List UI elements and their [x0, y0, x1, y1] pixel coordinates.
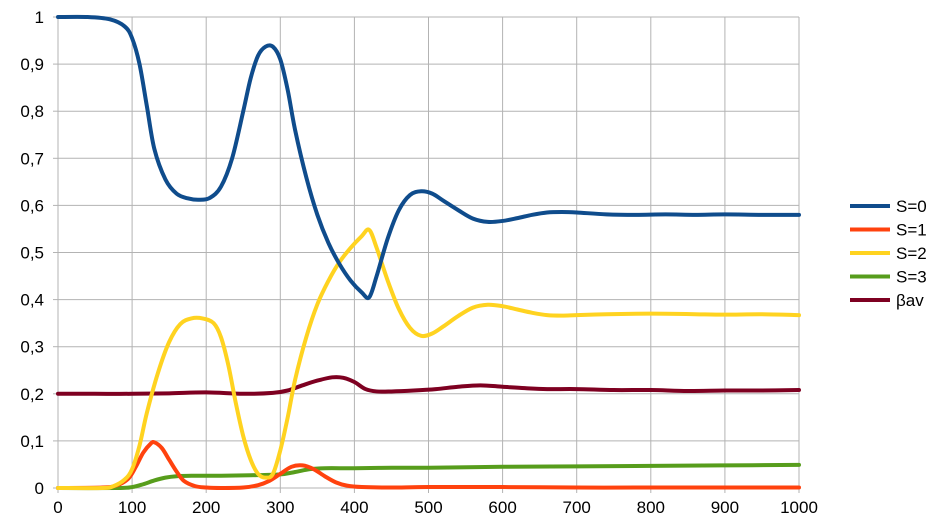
y-axis-ticks: 0 0,1 0,2 0,3 0,4 0,5 0,6 0,7 0,8 0,9 1	[20, 8, 44, 498]
series-line-3	[56, 462, 801, 491]
legend-label: S=2	[896, 244, 927, 263]
series-lines	[56, 14, 801, 491]
legend-label: βav	[896, 291, 924, 310]
x-axis-ticks: 0 100 200 300 400 500 600 700 800 900 1000	[53, 498, 818, 517]
y-tick-label: 0,4	[20, 291, 44, 310]
legend-label: S=0	[896, 197, 927, 216]
x-tick-label: 400	[340, 498, 368, 517]
legend: S=0 S=1 S=2 S=3 βav	[850, 197, 927, 310]
y-tick-label: 0,5	[20, 244, 44, 263]
series-line-0	[56, 14, 801, 301]
y-tick-label: 0,2	[20, 385, 44, 404]
y-tick-label: 1	[35, 8, 44, 27]
series-line-1	[56, 439, 801, 490]
x-tick-label: 200	[192, 498, 220, 517]
y-tick-label: 0,1	[20, 432, 44, 451]
y-tick-label: 0,9	[20, 55, 44, 74]
y-tick-label: 0,3	[20, 338, 44, 357]
x-tick-label: 600	[488, 498, 516, 517]
series-line-4	[56, 375, 801, 396]
x-tick-label: 700	[563, 498, 591, 517]
x-tick-label: 800	[637, 498, 665, 517]
grid	[53, 16, 800, 493]
x-tick-label: 300	[266, 498, 294, 517]
y-tick-label: 0,7	[20, 149, 44, 168]
x-tick-label: 100	[118, 498, 146, 517]
x-tick-label: 500	[414, 498, 442, 517]
y-tick-label: 0,6	[20, 196, 44, 215]
legend-label: S=3	[896, 268, 927, 287]
x-tick-label: 1000	[780, 498, 818, 517]
x-tick-label: 0	[53, 498, 62, 517]
legend-label: S=1	[896, 221, 927, 240]
y-tick-label: 0,8	[20, 102, 44, 121]
y-tick-label: 0	[35, 479, 44, 498]
series-line-2	[56, 227, 801, 491]
x-tick-label: 900	[711, 498, 739, 517]
